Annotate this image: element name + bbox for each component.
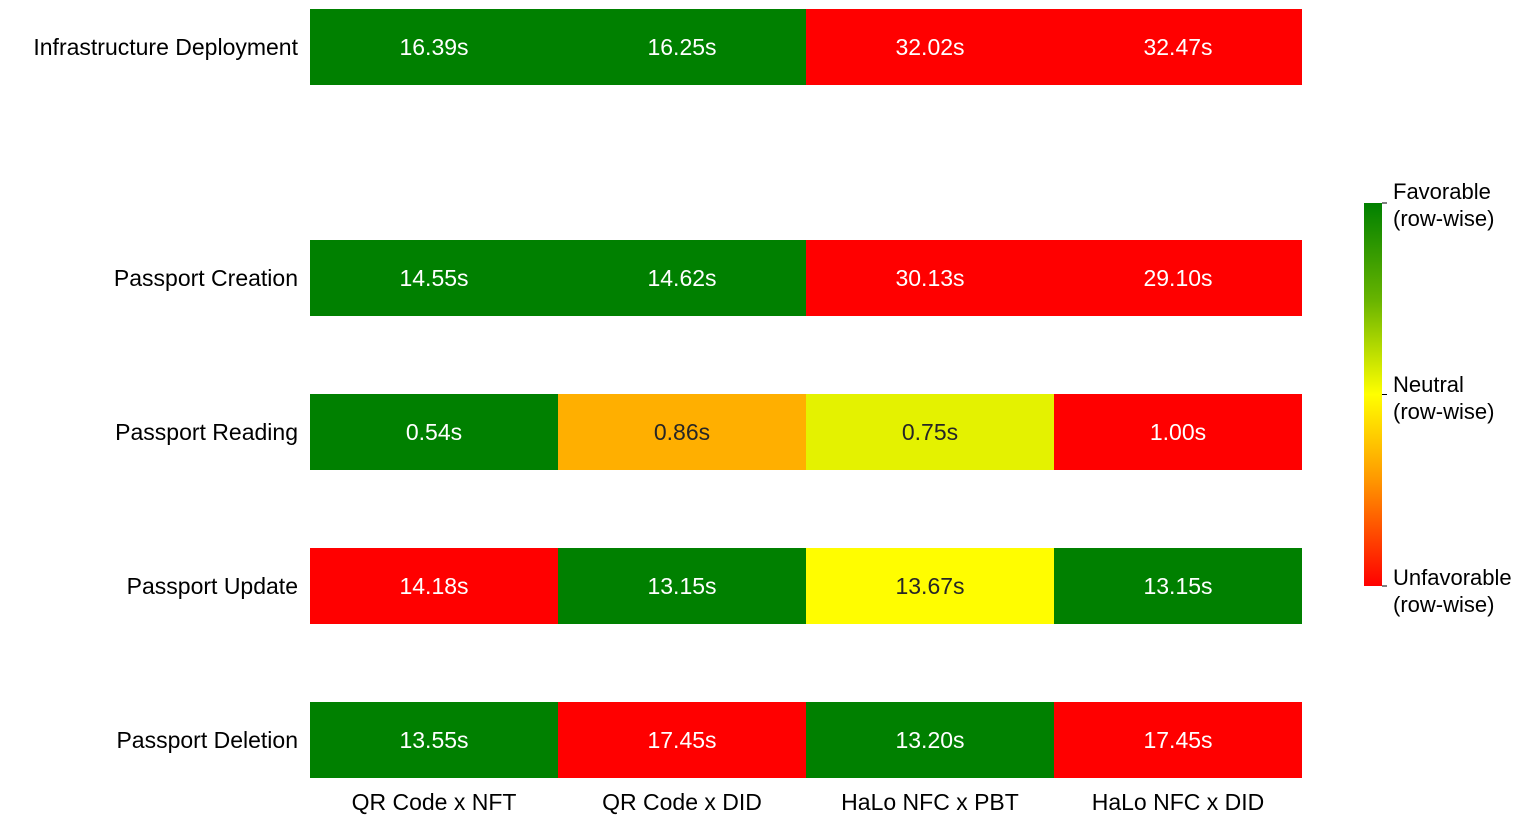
heatmap-cells: 16.39s 16.25s 32.02s 32.47s 14.55s 14.62s 30.1… [310,9,1302,778]
heatmap-cell [310,9,558,85]
row-labels: Infrastructure Deployment Passport Creati… [33,34,298,753]
cell-value-label: 32.47s [1143,34,1212,60]
cell-value-label: 13.55s [399,727,468,753]
cell-value-label: 16.25s [647,34,716,60]
heatmap-cell [310,548,558,624]
heatmap-cell [558,240,806,316]
cell-value-label: 13.20s [895,727,964,753]
cell-value-label: 1.00s [1150,419,1206,445]
heatmap-cell [806,9,1054,85]
legend-favorable-line2: (row-wise) [1393,206,1494,231]
cell-value-label: 0.75s [902,419,958,445]
heatmap-cell [558,702,806,778]
cell-value-label: 13.67s [895,573,964,599]
cell-value-label: 14.55s [399,265,468,291]
heatmap-cell [806,394,1054,470]
cell-value-label: 32.02s [895,34,964,60]
heatmap-cell [1054,702,1302,778]
cell-value-label: 17.45s [1143,727,1212,753]
heatmap-cell [806,548,1054,624]
cell-value-label: 30.13s [895,265,964,291]
heatmap-cell [806,702,1054,778]
column-label-halo-nfc-x-did: HaLo NFC x DID [1092,789,1265,815]
heatmap-cell [310,394,558,470]
cell-value-label: 0.86s [654,419,710,445]
color-legend: Favorable (row-wise) Neutral (row-wise) … [1364,179,1512,617]
heatmap-cell [310,702,558,778]
column-label-qr-code-x-did: QR Code x DID [602,789,762,815]
row-label-passport-update: Passport Update [127,573,298,599]
cell-value-label: 16.39s [399,34,468,60]
legend-neutral-line2: (row-wise) [1393,399,1494,424]
column-label-qr-code-x-nft: QR Code x NFT [352,789,517,815]
cell-value-label: 14.62s [647,265,716,291]
row-label-infrastructure-deployment: Infrastructure Deployment [33,34,298,60]
heatmap-cell [1054,9,1302,85]
row-label-passport-reading: Passport Reading [115,419,298,445]
cell-value-label: 0.54s [406,419,462,445]
row-label-passport-creation: Passport Creation [114,265,298,291]
cell-value-label: 13.15s [1143,573,1212,599]
column-labels: QR Code x NFT QR Code x DID HaLo NFC x PBT… [352,789,1265,815]
heatmap-cell [558,9,806,85]
heatmap-cell [558,394,806,470]
cell-value-label: 29.10s [1143,265,1212,291]
column-label-halo-nfc-x-pbt: HaLo NFC x PBT [841,789,1019,815]
legend-unfavorable-line2: (row-wise) [1393,592,1494,617]
legend-neutral-line1: Neutral [1393,372,1464,397]
heatmap-cell [1054,394,1302,470]
heatmap-cell [1054,240,1302,316]
legend-favorable-line1: Favorable [1393,179,1491,204]
legend-unfavorable-line1: Unfavorable [1393,565,1512,590]
heatmap-cell [310,240,558,316]
legend-colorbar [1364,203,1382,586]
row-label-passport-deletion: Passport Deletion [116,727,298,753]
heatmap-cell [558,548,806,624]
cell-value-label: 14.18s [399,573,468,599]
cell-value-label: 17.45s [647,727,716,753]
cell-value-label: 13.15s [647,573,716,599]
heatmap-cell [806,240,1054,316]
heatmap-cell [1054,548,1302,624]
